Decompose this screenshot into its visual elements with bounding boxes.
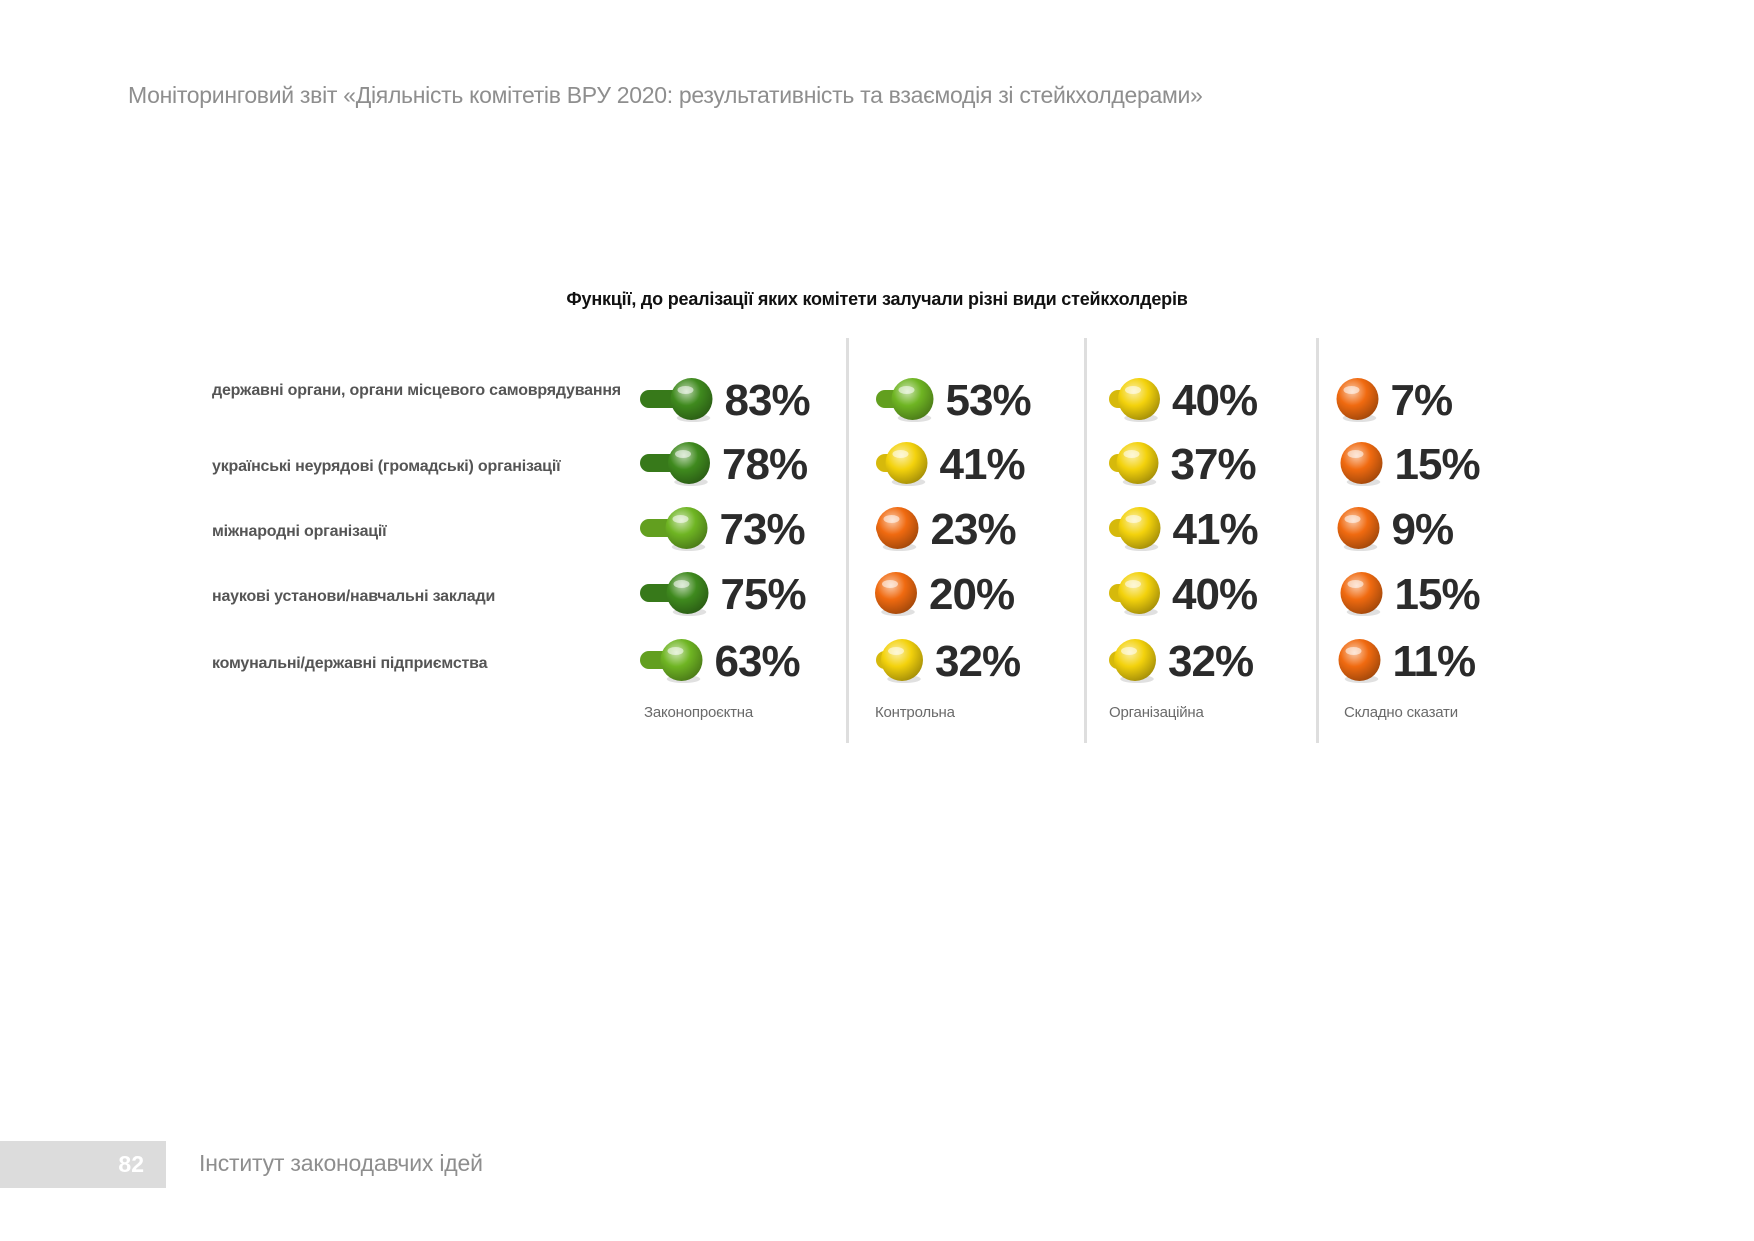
indicator-value-label: 37% xyxy=(1171,440,1256,489)
indicator-ball xyxy=(1340,572,1383,614)
indicator-mark: 32% xyxy=(1109,637,1254,686)
indicator-value-label: 75% xyxy=(721,570,806,619)
indicator-mark: 11% xyxy=(1338,637,1476,686)
indicator-mark: 9% xyxy=(1337,505,1454,554)
indicator-ball xyxy=(668,442,710,484)
indicator-highlight xyxy=(1347,450,1364,458)
indicator-value-label: 53% xyxy=(946,376,1031,425)
indicator-value-label: 83% xyxy=(725,376,810,425)
indicator-highlight xyxy=(1347,580,1364,588)
footer-publisher: Інститут законодавчих ідей xyxy=(199,1150,483,1176)
indicator-highlight xyxy=(1123,450,1140,458)
indicator-highlight xyxy=(883,515,900,523)
indicator-ball xyxy=(1116,442,1159,484)
indicator-ball xyxy=(1338,639,1381,681)
indicator-mark: 83% xyxy=(640,376,811,425)
indicator-value-label: 9% xyxy=(1392,505,1454,554)
indicator-mark: 63% xyxy=(640,637,801,686)
indicator-ball xyxy=(666,572,709,614)
indicator-value-label: 7% xyxy=(1391,376,1453,425)
column-label-hard-to-say: Складно сказати xyxy=(1344,704,1458,721)
row-label-public-enterprises: комунальні/державні підприємства xyxy=(212,655,488,672)
row-label-ngos: українські неурядові (громадські) органі… xyxy=(212,458,561,475)
page-number: 82 xyxy=(118,1151,144,1177)
indicator-mark: 53% xyxy=(876,376,1032,425)
indicator-mark: 41% xyxy=(1109,505,1259,554)
indicator-ball xyxy=(660,639,703,681)
column-label-legislative: Законопроєктна xyxy=(644,704,753,721)
indicator-highlight xyxy=(1125,580,1141,588)
indicator-value-label: 32% xyxy=(1168,637,1253,686)
column-divider xyxy=(846,338,849,743)
indicator-highlight xyxy=(1345,647,1362,655)
indicator-mark: 7% xyxy=(1336,376,1453,425)
indicator-ball xyxy=(1118,572,1160,614)
row-label-state-bodies: державні органи, органи місцевого самовр… xyxy=(212,382,621,399)
indicator-ball xyxy=(1337,507,1380,549)
column-divider xyxy=(1316,338,1319,743)
indicator-value-label: 41% xyxy=(940,440,1025,489)
indicator-mark: 23% xyxy=(876,505,1017,554)
indicator-value-label: 23% xyxy=(931,505,1016,554)
indicator-highlight xyxy=(672,515,689,523)
indicator-value-label: 73% xyxy=(720,505,805,554)
chart-title: Функції, до реалізації яких комітети зал… xyxy=(566,289,1188,309)
indicator-highlight xyxy=(898,386,915,394)
indicator-highlight xyxy=(1121,647,1137,655)
indicator-highlight xyxy=(1125,515,1142,523)
row-label-international-orgs: міжнародні організації xyxy=(212,523,387,540)
running-header: Моніторинговий звіт «Діяльність комітеті… xyxy=(128,82,1203,108)
indicator-highlight xyxy=(667,647,684,655)
indicator-ball xyxy=(885,442,928,484)
indicator-value-label: 63% xyxy=(715,637,800,686)
indicator-highlight xyxy=(882,580,898,588)
indicator-ball xyxy=(1118,507,1161,549)
indicator-mark: 78% xyxy=(640,440,808,489)
indicator-value-label: 20% xyxy=(929,570,1014,619)
indicator-value-label: 41% xyxy=(1173,505,1258,554)
indicator-ball xyxy=(670,378,713,420)
indicator-highlight xyxy=(1125,386,1141,394)
indicator-ball xyxy=(876,507,919,549)
indicator-ball xyxy=(881,639,923,681)
indicator-ball xyxy=(1114,639,1156,681)
indicator-mark: 37% xyxy=(1109,440,1257,489)
column-divider xyxy=(1084,338,1087,743)
indicator-highlight xyxy=(888,647,904,655)
column-label-organizational: Організаційна xyxy=(1109,704,1204,721)
indicator-ball xyxy=(875,572,917,614)
indicator-value-label: 40% xyxy=(1172,570,1257,619)
column-label-control: Контрольна xyxy=(875,704,955,721)
indicator-highlight xyxy=(1344,515,1361,523)
indicator-value-label: 15% xyxy=(1395,440,1480,489)
indicator-mark: 75% xyxy=(640,570,807,619)
indicator-mark: 40% xyxy=(1109,376,1258,425)
indicator-value-label: 15% xyxy=(1395,570,1480,619)
indicator-value-label: 40% xyxy=(1172,376,1257,425)
indicator-mark: 15% xyxy=(1340,440,1481,489)
indicator-value-label: 78% xyxy=(722,440,807,489)
indicator-mark: 15% xyxy=(1340,570,1481,619)
indicator-ball xyxy=(665,507,708,549)
indicator-value-label: 11% xyxy=(1393,637,1476,686)
indicator-highlight xyxy=(1343,386,1360,394)
indicator-mark: 20% xyxy=(875,570,1015,619)
page-number-box xyxy=(0,1141,166,1188)
indicator-highlight xyxy=(892,450,909,458)
indicator-ball xyxy=(1340,442,1383,484)
indicator-mark: 41% xyxy=(876,440,1026,489)
indicator-ball xyxy=(1336,378,1379,420)
indicator-ball xyxy=(891,378,934,420)
indicator-value-label: 32% xyxy=(935,637,1020,686)
row-label-scientific-institutions: наукові установи/навчальні заклади xyxy=(212,588,496,605)
indicator-highlight xyxy=(673,580,690,588)
indicator-highlight xyxy=(677,386,694,394)
indicator-highlight xyxy=(675,450,691,458)
indicator-ball xyxy=(1118,378,1160,420)
indicator-mark: 40% xyxy=(1109,570,1258,619)
indicator-mark: 32% xyxy=(876,637,1021,686)
indicator-mark: 73% xyxy=(640,505,806,554)
